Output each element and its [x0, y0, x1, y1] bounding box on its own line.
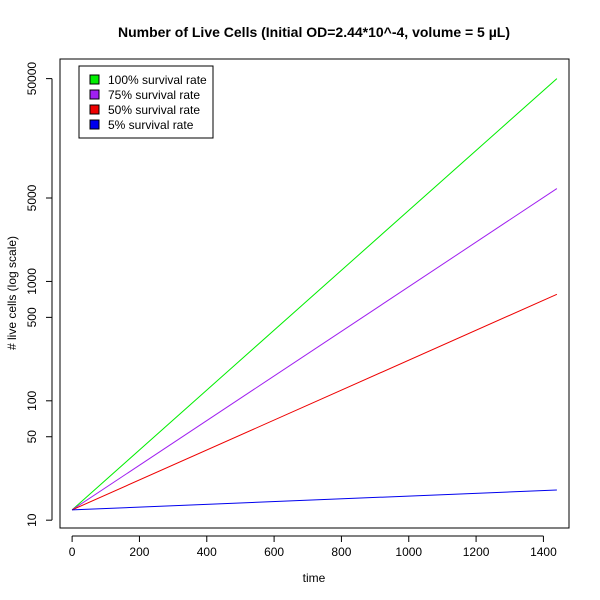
series-line-2	[71, 188, 558, 511]
series-line-3	[71, 293, 558, 511]
x-tick-label: 200	[129, 545, 149, 559]
series-line-4	[72, 489, 557, 511]
legend-label: 50% survival rate	[108, 103, 200, 117]
y-tick-label: 50000	[25, 62, 39, 96]
legend-swatch	[89, 104, 100, 115]
legend-swatch	[89, 119, 100, 130]
series-lines	[71, 78, 558, 511]
x-axis: 0 200 400 600 800 1000 1200 1400	[69, 535, 557, 559]
legend-label: 5% survival rate	[108, 118, 194, 132]
legend-swatch	[89, 89, 100, 100]
x-tick-label: 400	[197, 545, 217, 559]
y-tick-label: 100	[25, 390, 39, 410]
y-tick-label: 1000	[25, 268, 39, 295]
y-tick-label: 500	[25, 307, 39, 327]
x-tick-label: 1400	[530, 545, 557, 559]
x-axis-label: time	[303, 571, 326, 585]
y-axis-label: # live cells (log scale)	[5, 236, 19, 350]
x-tick-label: 1200	[463, 545, 490, 559]
legend-box	[78, 65, 214, 139]
y-tick-label: 5000	[25, 184, 39, 211]
legend-swatch	[89, 74, 100, 85]
legend-label: 100% survival rate	[108, 73, 207, 87]
x-tick-label: 800	[331, 545, 351, 559]
plot-box	[59, 58, 570, 529]
legend-label: 75% survival rate	[108, 88, 200, 102]
chart-title: Number of Live Cells (Initial OD=2.44*10…	[118, 24, 510, 40]
y-axis: 10 50 100 500 1000 5000 50000	[25, 62, 53, 527]
y-tick-label: 10	[25, 513, 39, 527]
y-tick-label: 50	[25, 430, 39, 444]
x-tick-label: 600	[264, 545, 284, 559]
x-tick-label: 0	[69, 545, 76, 559]
series-line-1	[71, 78, 558, 511]
x-tick-label: 1000	[395, 545, 422, 559]
